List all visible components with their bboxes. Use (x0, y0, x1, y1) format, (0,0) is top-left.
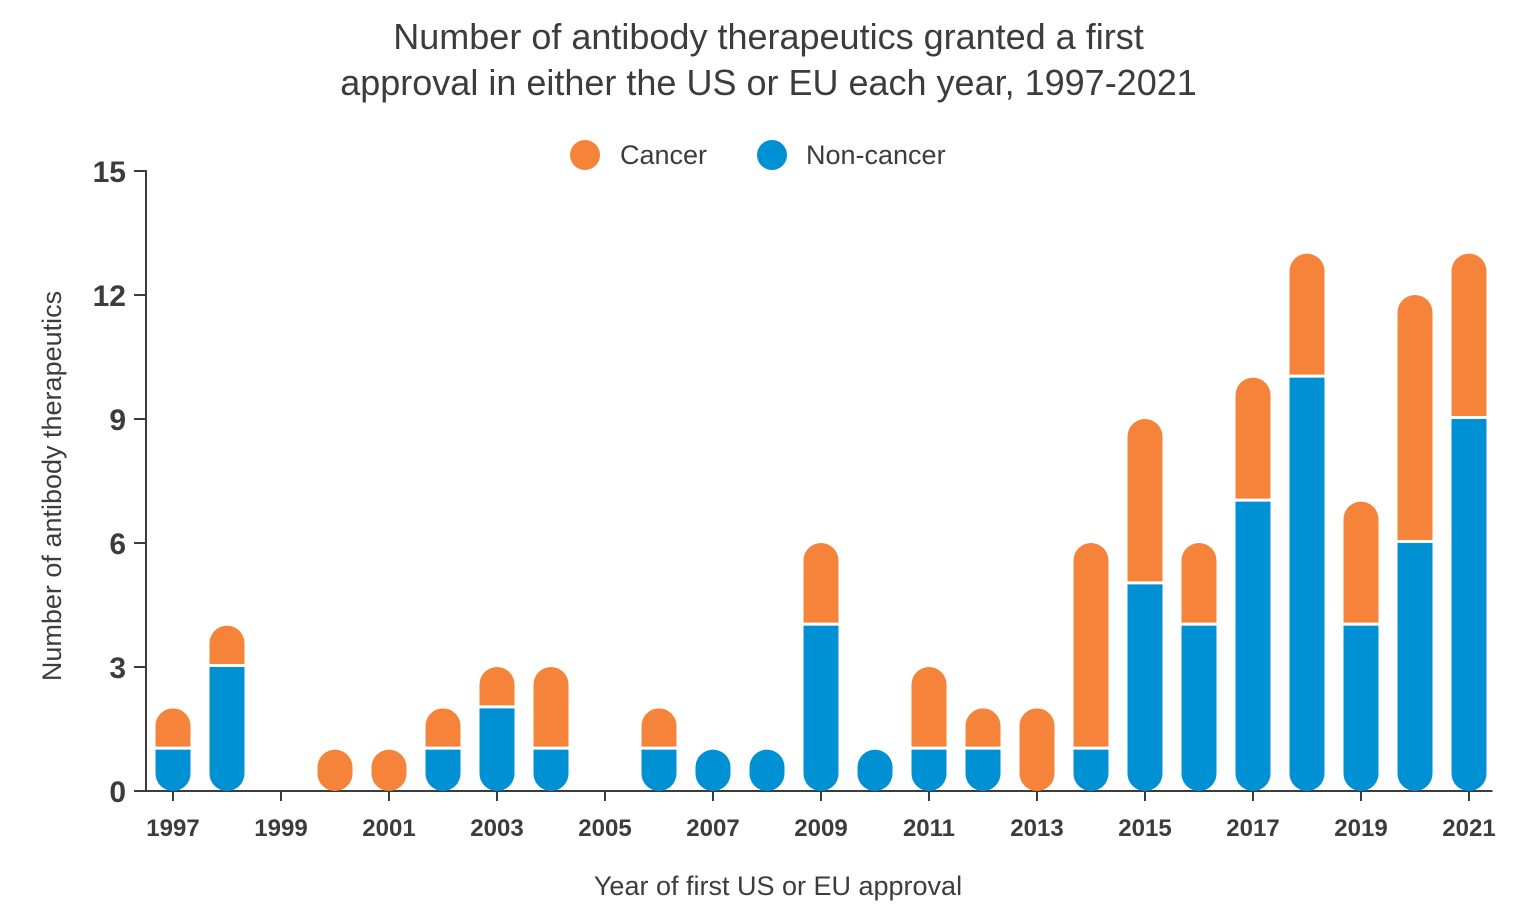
x-tick-label: 1997 (146, 815, 199, 842)
bar-non-cancer-2007 (695, 749, 731, 791)
bar-group-2009 (803, 543, 839, 791)
bar-cancer-2013 (1019, 708, 1055, 791)
y-tick-label: 15 (93, 156, 126, 189)
bar-non-cancer-2017 (1235, 501, 1271, 791)
bar-group-2019 (1343, 501, 1379, 791)
bar-group-2013 (1019, 708, 1055, 791)
bar-group-2015 (1127, 419, 1163, 791)
bar-cancer-2004 (533, 667, 569, 747)
bar-group-2007 (695, 749, 731, 791)
bar-group-2020 (1397, 295, 1433, 791)
x-tick-label: 2011 (903, 815, 955, 842)
bar-group-2018 (1289, 253, 1325, 791)
bar-non-cancer-2021 (1451, 419, 1487, 791)
x-tick-label: 2013 (1010, 815, 1063, 842)
bar-cancer-2020 (1397, 295, 1433, 540)
bar-non-cancer-2014 (1073, 749, 1109, 791)
legend-item-non-cancer: Non-cancer (757, 140, 946, 170)
bar-non-cancer-2015 (1127, 584, 1163, 791)
legend-label: Cancer (620, 140, 707, 170)
x-tick-label: 2017 (1226, 815, 1279, 842)
bar-non-cancer-2016 (1181, 625, 1217, 791)
bar-group-2016 (1181, 543, 1217, 791)
x-tick-label: 2015 (1118, 815, 1171, 842)
chart-title: Number of antibody therapeutics granted … (0, 14, 1537, 106)
legend-item-cancer: Cancer (570, 140, 707, 170)
x-tick-label: 2009 (794, 815, 847, 842)
x-tick-label: 2005 (578, 815, 631, 842)
bar-group-2017 (1235, 377, 1271, 791)
bar-non-cancer-2018 (1289, 377, 1325, 791)
bar-non-cancer-1997 (155, 749, 191, 791)
bar-group-1997 (155, 708, 191, 791)
x-tick-label: 2003 (470, 815, 523, 842)
bar-non-cancer-1998 (209, 667, 245, 791)
bar-group-2002 (425, 708, 461, 791)
bar-cancer-2011 (911, 667, 947, 747)
bar-group-2001 (371, 749, 407, 791)
legend: Cancer Non-cancer (570, 140, 946, 170)
chart-title-line-2: approval in either the US or EU each yea… (340, 62, 1197, 103)
bar-group-2021 (1451, 253, 1487, 791)
bar-group-1998 (209, 625, 245, 791)
x-tick-label: 1999 (254, 815, 307, 842)
bar-non-cancer-2006 (641, 749, 677, 791)
x-tick-label: 2001 (362, 815, 415, 842)
bar-group-2004 (533, 667, 569, 791)
y-axis-label: Number of antibody therapeutics (37, 291, 67, 681)
bar-group-2003 (479, 667, 515, 791)
bar-group-2010 (857, 749, 893, 791)
bar-cancer-2012 (965, 708, 1001, 747)
y-tick-label: 6 (109, 528, 126, 561)
x-tick-label: 2019 (1334, 815, 1387, 842)
bar-non-cancer-2019 (1343, 625, 1379, 791)
bar-cancer-2009 (803, 543, 839, 623)
bars (155, 253, 1487, 791)
y-tick-label: 0 (109, 776, 126, 809)
bar-cancer-2021 (1451, 253, 1487, 416)
bar-non-cancer-2020 (1397, 543, 1433, 791)
x-axis-label: Year of first US or EU approval (594, 871, 962, 901)
bar-cancer-1998 (209, 625, 245, 664)
x-axis: 1997 1999 2001 2003 2005 2007 2009 2011 2013 2015… (145, 790, 1496, 842)
bar-cancer-2006 (641, 708, 677, 747)
y-tick-label: 12 (93, 280, 126, 313)
bar-non-cancer-2010 (857, 749, 893, 791)
bar-cancer-2019 (1343, 501, 1379, 623)
bar-group-2006 (641, 708, 677, 791)
bar-group-2008 (749, 749, 785, 791)
bar-non-cancer-2008 (749, 749, 785, 791)
bar-cancer-2002 (425, 708, 461, 747)
y-axis: 0 3 6 9 12 15 (93, 156, 147, 809)
bar-cancer-2017 (1235, 377, 1271, 499)
bar-cancer-1997 (155, 708, 191, 747)
bar-non-cancer-2009 (803, 625, 839, 791)
bar-group-2012 (965, 708, 1001, 791)
bar-cancer-2014 (1073, 543, 1109, 747)
bar-group-2000 (317, 749, 353, 791)
legend-swatch (570, 140, 600, 170)
bar-cancer-2000 (317, 749, 353, 791)
chart-title-line-1: Number of antibody therapeutics granted … (393, 16, 1144, 57)
x-tick-label: 2007 (686, 815, 739, 842)
bar-group-2011 (911, 667, 947, 791)
x-tick-label: 2021 (1442, 815, 1495, 842)
bar-non-cancer-2012 (965, 749, 1001, 791)
bar-cancer-2001 (371, 749, 407, 791)
bar-non-cancer-2004 (533, 749, 569, 791)
bar-non-cancer-2002 (425, 749, 461, 791)
y-tick-label: 9 (109, 404, 126, 437)
bar-cancer-2016 (1181, 543, 1217, 623)
y-tick-label: 3 (109, 652, 126, 685)
bar-cancer-2003 (479, 667, 515, 706)
bar-non-cancer-2011 (911, 749, 947, 791)
legend-label: Non-cancer (806, 140, 946, 170)
legend-swatch (757, 140, 787, 170)
bar-group-2014 (1073, 543, 1109, 791)
bar-cancer-2015 (1127, 419, 1163, 582)
bar-cancer-2018 (1289, 253, 1325, 375)
bar-non-cancer-2003 (479, 708, 515, 791)
